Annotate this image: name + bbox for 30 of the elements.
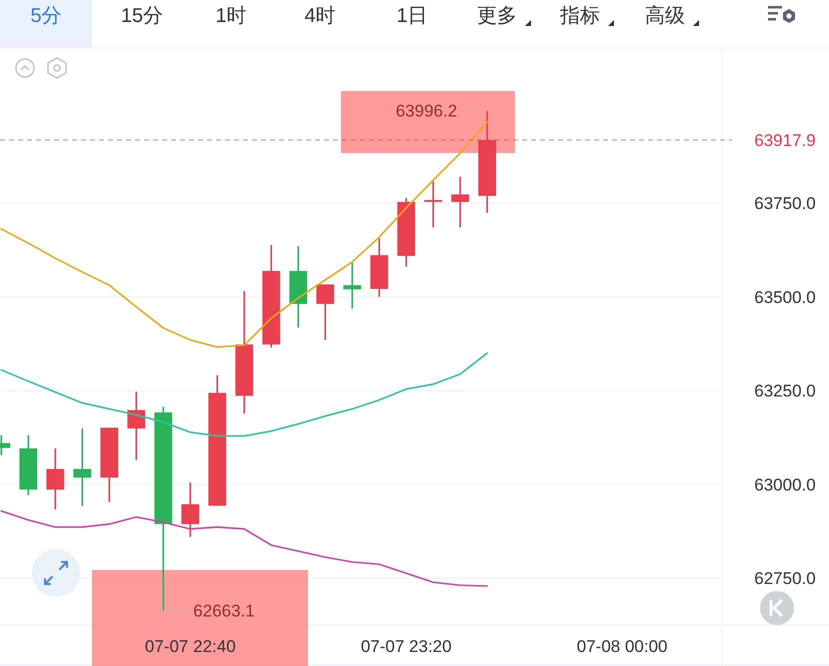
text: 15分: [120, 5, 164, 27]
ref-line-label: 63917.9: [754, 131, 816, 150]
y-tick-label: 62750.0: [754, 569, 816, 588]
x-tick-label: 07-07 22:40: [144, 636, 236, 656]
y-tick-label: 63750.0: [754, 194, 816, 213]
line-series: [0, 352, 488, 437]
x-tick-label: 07-08 00:00: [576, 636, 668, 656]
annotation: 62663.1: [193, 602, 255, 621]
y-tick-label: 63500.0: [754, 288, 816, 307]
x-tick-label: 07-07 23:20: [360, 636, 452, 656]
candlestick: [46, 448, 64, 510]
candlestick: [181, 482, 200, 538]
text: 4时: [304, 5, 336, 27]
candlestick: [316, 284, 334, 341]
candlestick: [343, 262, 362, 310]
y-tick-label: 63000.0: [754, 475, 816, 494]
text: 1时: [215, 5, 247, 27]
y-tick-label: 63250.0: [754, 382, 816, 401]
candlestick: [424, 180, 442, 228]
annotation: 63996.2: [396, 102, 458, 121]
text: 更多: [477, 5, 517, 27]
text: 1日: [396, 5, 428, 27]
line-series: [0, 121, 488, 348]
candlestick: [451, 176, 470, 228]
text: 指标: [559, 5, 600, 27]
candlestick: [73, 428, 92, 507]
text: 高级: [645, 4, 685, 27]
candlestick: [127, 390, 146, 461]
line-series: [0, 510, 488, 587]
text: 5分: [30, 5, 62, 27]
